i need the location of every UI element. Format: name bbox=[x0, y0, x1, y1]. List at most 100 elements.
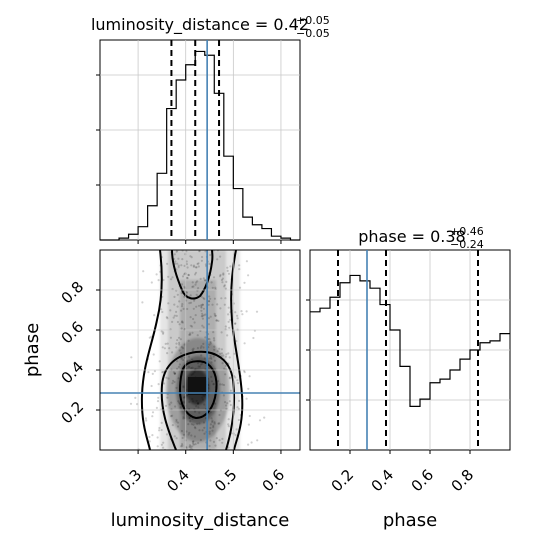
scatter-point bbox=[243, 371, 246, 374]
scatter-point bbox=[256, 439, 259, 442]
y-tick-label-phase-2: 0.6 bbox=[58, 318, 88, 348]
scatter-point bbox=[150, 384, 153, 388]
scatter-point bbox=[156, 436, 159, 439]
scatter-point bbox=[141, 301, 144, 304]
phase-title-lower: −0.24 bbox=[450, 238, 484, 251]
scatter-point bbox=[153, 314, 156, 317]
panel-2d-grid bbox=[100, 250, 300, 450]
scatter-point bbox=[243, 281, 246, 284]
scatter-point bbox=[245, 260, 248, 263]
phase-title-label: phase bbox=[358, 227, 406, 246]
scatter-point bbox=[240, 310, 243, 313]
scatter-point bbox=[255, 310, 259, 313]
x-axis-label-phase: phase bbox=[383, 510, 437, 531]
scatter-point bbox=[151, 415, 154, 418]
scatter-point bbox=[157, 383, 160, 386]
scatter-point bbox=[263, 416, 266, 419]
y-axis-label-phase: phase bbox=[22, 323, 43, 377]
scatter-point bbox=[145, 419, 148, 422]
luminosity-quantile-lines bbox=[170, 40, 221, 240]
scatter-point bbox=[153, 370, 156, 373]
scatter-point bbox=[147, 371, 150, 374]
y-tick-label-phase-0: 0.2 bbox=[58, 398, 88, 428]
x-tick-label-luminosity-0: 0.3 bbox=[116, 466, 146, 496]
scatter-point bbox=[247, 423, 250, 426]
x-tick-label-phase-2: 0.6 bbox=[408, 466, 438, 496]
scatter-point bbox=[151, 411, 155, 414]
y-tick-label-phase-3: 0.8 bbox=[58, 278, 88, 308]
x-tick-label-phase-0: 0.2 bbox=[328, 466, 358, 496]
phase-histogram-step bbox=[310, 274, 510, 407]
phase-title-upper: +0.46 bbox=[450, 225, 484, 238]
panel-luminosity-marginal-frame bbox=[99, 39, 301, 241]
scatter-point bbox=[241, 313, 244, 316]
luminosity-title-label: luminosity_distance bbox=[91, 15, 250, 35]
luminosity-histogram-step bbox=[100, 50, 300, 241]
phase-quantile-lines bbox=[337, 250, 479, 450]
scatter-point bbox=[258, 419, 262, 422]
y-tick-label-phase-1: 0.4 bbox=[58, 358, 88, 388]
scatter-point bbox=[155, 273, 158, 276]
panel-luminosity-marginal-grid bbox=[100, 40, 300, 244]
scatter-point bbox=[148, 440, 151, 443]
panel-phase-marginal: 0.2 0.4 0.6 0.8 phase = 0.38 +0.46 −0.24 ph… bbox=[306, 225, 511, 531]
density-shading bbox=[160, 250, 240, 450]
contour-mid bbox=[160, 350, 236, 450]
contour-inner bbox=[178, 360, 218, 420]
scatter-point bbox=[250, 441, 253, 444]
scatter-point bbox=[136, 403, 139, 406]
scatter-point bbox=[157, 396, 160, 399]
scatter-point bbox=[158, 426, 161, 430]
scatter-point bbox=[156, 400, 160, 403]
density-peak bbox=[188, 377, 206, 395]
x-tick-label-luminosity-3: 0.6 bbox=[259, 466, 289, 496]
luminosity-title-equals: = bbox=[250, 15, 274, 34]
scatter-point bbox=[157, 279, 160, 282]
contour-outer-right bbox=[230, 250, 244, 450]
scatter-point bbox=[134, 396, 137, 399]
x-axis-label-luminosity: luminosity_distance bbox=[111, 510, 290, 531]
scatter-point bbox=[245, 397, 248, 400]
x-tick-label-phase-3: 0.8 bbox=[448, 466, 478, 496]
scatter-point bbox=[142, 270, 145, 273]
panel-2d-xticks: 0.3 0.4 0.5 0.6 bbox=[116, 450, 288, 495]
luminosity-title-upper: +0.05 bbox=[296, 14, 330, 27]
scatter-point bbox=[151, 372, 154, 375]
scatter-point bbox=[248, 414, 251, 418]
scatter-point bbox=[148, 336, 151, 339]
phase-title: phase = 0.38 bbox=[358, 227, 465, 246]
contour-outer bbox=[140, 250, 163, 450]
x-tick-label-luminosity-2: 0.5 bbox=[211, 466, 241, 496]
panel-2d-frame bbox=[99, 249, 301, 451]
panel-phase-marginal-yticks bbox=[306, 299, 310, 401]
scatter-point bbox=[144, 417, 147, 420]
x-tick-label-luminosity-1: 0.4 bbox=[163, 466, 193, 496]
scatter-point bbox=[248, 375, 251, 378]
panel-2d-yticks: 0.2 0.4 0.6 0.8 bbox=[58, 278, 100, 428]
scatter-point bbox=[129, 402, 133, 405]
panel-luminosity-marginal-yticks bbox=[96, 74, 100, 186]
scatter-point bbox=[245, 310, 248, 313]
scatter-point bbox=[252, 336, 255, 340]
scatter-point bbox=[243, 342, 246, 345]
phase-title-equals: = bbox=[407, 227, 431, 246]
scatter-point bbox=[247, 387, 250, 390]
scatter-point bbox=[156, 445, 159, 448]
scatter-point bbox=[150, 281, 153, 284]
luminosity-title-value: 0.42 bbox=[273, 15, 309, 34]
contour-top-blob bbox=[171, 250, 214, 300]
scatter-point bbox=[158, 429, 161, 432]
scatter-point bbox=[151, 434, 154, 437]
scatter-point bbox=[247, 443, 250, 446]
scatter-point bbox=[152, 353, 155, 356]
scatter-point bbox=[130, 356, 133, 359]
phase-title-value: 0.38 bbox=[430, 227, 466, 246]
panel-phase-marginal-xticks: 0.2 0.4 0.6 0.8 bbox=[328, 450, 478, 496]
scatter-point bbox=[155, 406, 158, 409]
x-tick-label-phase-1: 0.4 bbox=[368, 466, 398, 496]
luminosity-title-lower: −0.05 bbox=[296, 27, 330, 40]
luminosity-title: luminosity_distance = 0.42 bbox=[91, 15, 309, 35]
panel-luminosity-marginal: luminosity_distance = 0.42 +0.05 −0.05 bbox=[91, 14, 330, 244]
contour-lines bbox=[140, 250, 244, 450]
